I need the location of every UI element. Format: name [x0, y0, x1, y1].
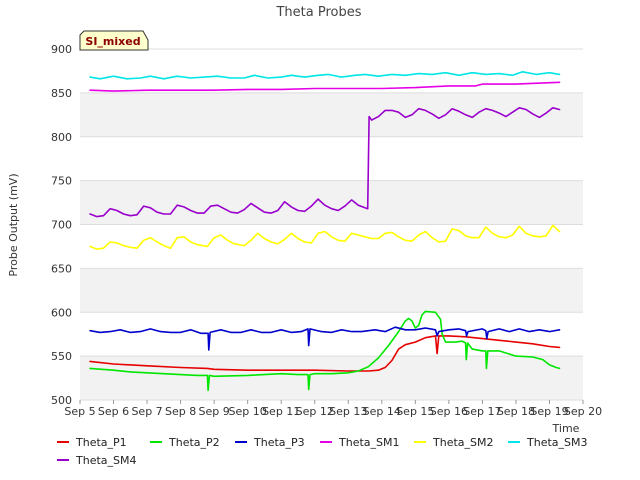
series-line-theta-p2	[89, 310, 561, 392]
legend-label: Theta_SM2	[432, 436, 493, 449]
legend-item-theta-p3: Theta_P3	[235, 436, 305, 449]
x-tick-label: Sep 17	[463, 405, 501, 418]
x-tick-label: Sep 19	[530, 405, 568, 418]
x-tick-label: Sep 20	[564, 405, 602, 418]
y-tick-label: 800	[51, 131, 72, 144]
plot-grid	[80, 48, 583, 401]
x-axis-title: Time	[552, 422, 580, 435]
y-tick-label: 750	[51, 175, 72, 188]
series-line-theta-p1	[89, 335, 561, 372]
y-tick-label: 700	[51, 219, 72, 232]
x-tick-label: Sep 11	[262, 405, 300, 418]
plot-bands	[80, 49, 583, 400]
x-tick-label: Sep 18	[497, 405, 535, 418]
series-layer	[89, 71, 561, 392]
y-tick-label: 850	[51, 87, 72, 100]
series-line-theta-sm1	[89, 81, 561, 92]
x-tick-label: Sep 16	[430, 405, 468, 418]
y-tick-label: 900	[51, 43, 72, 56]
legend-item-theta-p1: Theta_P1	[57, 436, 127, 449]
plot-band	[80, 312, 583, 357]
x-tick-label: Sep 10	[229, 405, 267, 418]
legend-item-theta-sm2: Theta_SM2	[414, 436, 493, 449]
plot-band	[80, 92, 583, 137]
x-tick-label: Sep 12	[296, 405, 334, 418]
legend-label: Theta_P3	[253, 436, 305, 449]
chart-title: Theta Probes	[275, 5, 361, 20]
x-tick-label: Sep 5	[64, 405, 95, 418]
series-line-theta-sm3	[89, 71, 561, 80]
series-line-theta-sm2	[89, 224, 561, 250]
x-tick-label: Sep 15	[396, 405, 434, 418]
x-tick-label: Sep 8	[165, 405, 196, 418]
legend-label: Theta_SM4	[75, 454, 136, 467]
annotation-badge-label: SI_mixed	[85, 35, 140, 48]
legend-item-theta-p2: Theta_P2	[150, 436, 220, 449]
x-tick-label: Sep 14	[363, 405, 401, 418]
legend: Theta_P1 Theta_P2 Theta_P3 Theta_SM1 Theta_S…	[57, 436, 587, 467]
legend-item-theta-sm1: Theta_SM1	[320, 436, 399, 449]
plot-band	[80, 224, 583, 269]
x-tick-label: Sep 6	[98, 405, 129, 418]
legend-item-theta-sm4: Theta_SM4	[57, 454, 136, 467]
y-tick-labels: 500 550 600 650 700 750 800 850 900	[51, 43, 72, 407]
x-tick-label: Sep 9	[199, 405, 230, 418]
plot-band	[80, 49, 583, 93]
annotation-badge-shape	[79, 30, 149, 51]
y-tick-label: 650	[51, 262, 72, 275]
series-line-theta-p3	[89, 326, 561, 351]
legend-label: Theta_P2	[168, 436, 220, 449]
series-line-theta-sm4	[89, 107, 561, 218]
y-axis-title: Probe Output (mV)	[7, 173, 20, 276]
y-tick-label: 550	[51, 350, 72, 363]
legend-label: Theta_P1	[75, 436, 127, 449]
legend-label: Theta_SM1	[338, 436, 399, 449]
plot-band	[80, 356, 583, 400]
legend-label: Theta_SM3	[526, 436, 587, 449]
plot-band	[80, 180, 583, 225]
y-tick-label: 600	[51, 306, 72, 319]
annotation-badge: SI_mixed	[79, 30, 149, 51]
plot-band	[80, 268, 583, 313]
x-tick-label: Sep 13	[329, 405, 367, 418]
legend-item-theta-sm3: Theta_SM3	[508, 436, 587, 449]
y-tick-label: 500	[51, 394, 72, 407]
x-tick-label: Sep 7	[131, 405, 162, 418]
plot-band	[80, 136, 583, 181]
